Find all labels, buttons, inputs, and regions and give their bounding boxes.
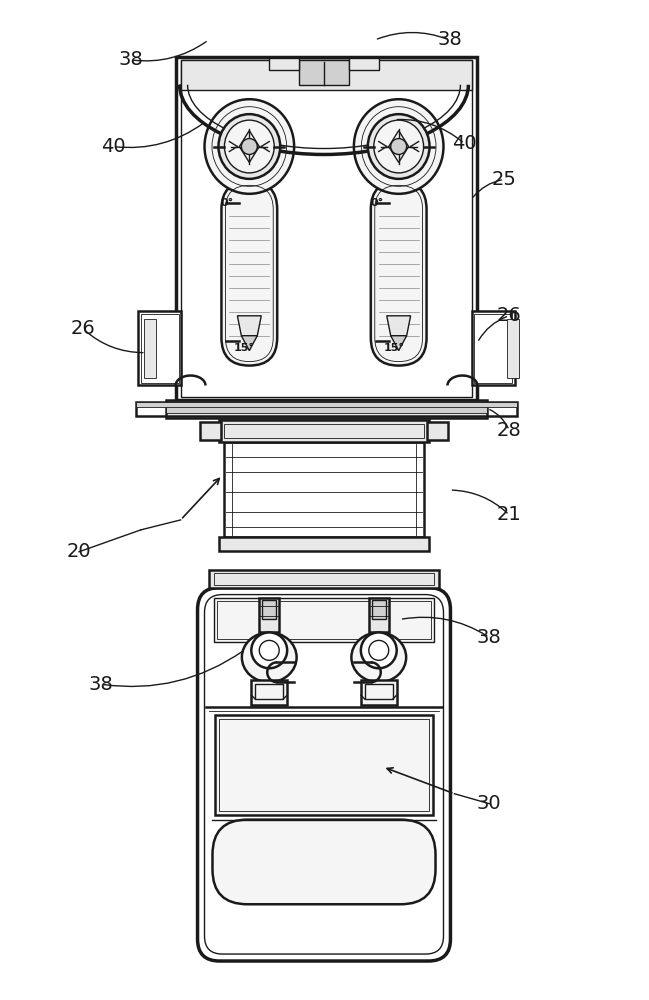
Circle shape bbox=[241, 139, 257, 154]
Bar bbox=[260, 598, 279, 632]
Text: 26: 26 bbox=[71, 319, 95, 338]
Text: 40: 40 bbox=[452, 134, 477, 153]
Text: 38: 38 bbox=[437, 30, 462, 49]
Bar bbox=[255, 684, 283, 699]
Ellipse shape bbox=[219, 114, 280, 179]
Bar bbox=[361, 680, 397, 705]
Bar bbox=[474, 314, 512, 383]
Text: 15°: 15° bbox=[383, 343, 404, 353]
Text: 38: 38 bbox=[88, 675, 114, 694]
FancyBboxPatch shape bbox=[221, 181, 277, 366]
Circle shape bbox=[361, 632, 397, 668]
Bar bbox=[225, 424, 424, 438]
Bar bbox=[472, 311, 515, 385]
Ellipse shape bbox=[242, 632, 297, 682]
Bar bbox=[217, 601, 430, 639]
Bar bbox=[210, 570, 439, 588]
Bar bbox=[219, 420, 428, 442]
Ellipse shape bbox=[354, 99, 443, 194]
Circle shape bbox=[251, 632, 287, 668]
Polygon shape bbox=[241, 336, 257, 351]
FancyBboxPatch shape bbox=[212, 820, 435, 904]
Text: 0°: 0° bbox=[221, 198, 234, 208]
Bar bbox=[219, 719, 428, 811]
Polygon shape bbox=[387, 316, 411, 336]
Bar bbox=[199, 422, 221, 440]
Bar bbox=[251, 680, 287, 705]
Bar bbox=[369, 598, 389, 632]
Polygon shape bbox=[238, 316, 262, 336]
Bar bbox=[138, 311, 180, 385]
Bar bbox=[262, 600, 276, 619]
Bar bbox=[269, 58, 299, 70]
Bar bbox=[299, 60, 349, 85]
Bar bbox=[136, 402, 517, 407]
Text: 20: 20 bbox=[67, 542, 92, 561]
Text: 38: 38 bbox=[119, 50, 143, 69]
Bar bbox=[426, 422, 448, 440]
Bar bbox=[349, 58, 379, 70]
Polygon shape bbox=[391, 336, 407, 351]
Bar bbox=[508, 319, 519, 378]
Bar bbox=[141, 314, 178, 383]
Ellipse shape bbox=[204, 99, 294, 194]
Text: 28: 28 bbox=[497, 421, 522, 440]
Bar bbox=[372, 600, 386, 619]
Bar bbox=[214, 598, 434, 642]
Text: 38: 38 bbox=[477, 628, 502, 647]
Ellipse shape bbox=[368, 114, 430, 179]
Bar bbox=[165, 406, 487, 413]
Text: 25: 25 bbox=[492, 170, 517, 189]
Bar bbox=[365, 684, 393, 699]
Bar bbox=[144, 319, 156, 378]
Bar bbox=[180, 60, 472, 90]
Text: 0°: 0° bbox=[370, 198, 384, 208]
Circle shape bbox=[391, 139, 407, 154]
Bar bbox=[219, 537, 428, 551]
Ellipse shape bbox=[225, 120, 275, 173]
Bar bbox=[165, 400, 487, 418]
Bar bbox=[176, 57, 478, 400]
Text: 40: 40 bbox=[101, 137, 125, 156]
Ellipse shape bbox=[374, 120, 424, 173]
Text: 26: 26 bbox=[497, 306, 522, 325]
Text: 21: 21 bbox=[497, 505, 522, 524]
Bar bbox=[225, 442, 424, 537]
Bar bbox=[214, 573, 434, 585]
FancyBboxPatch shape bbox=[371, 181, 426, 366]
Text: 15°: 15° bbox=[234, 343, 255, 353]
Bar bbox=[180, 60, 472, 397]
Bar bbox=[215, 715, 432, 815]
Ellipse shape bbox=[351, 632, 406, 682]
Text: 30: 30 bbox=[477, 794, 502, 813]
Bar bbox=[136, 402, 517, 416]
FancyBboxPatch shape bbox=[197, 588, 450, 961]
